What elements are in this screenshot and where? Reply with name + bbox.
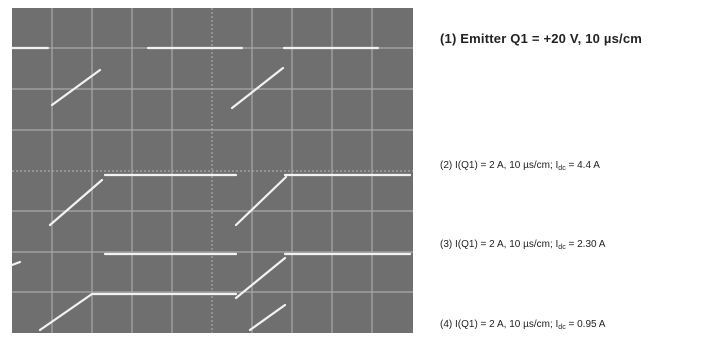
caption-text: = 2.30 A [566,239,606,250]
oscilloscope-screen [0,0,420,339]
caption-subscript: dc [558,324,565,331]
caption-subscript: dc [558,165,565,172]
caption-text: (2) I(Q1) = 2 A, 10 µs/cm; I [440,160,558,171]
caption: (2) I(Q1) = 2 A, 10 µs/cm; Idc = 4.4 A [440,160,600,172]
caption: (1) Emitter Q1 = +20 V, 10 µs/cm [440,31,642,46]
caption: (4) I(Q1) = 2 A, 10 µs/cm; Idc = 0.95 A [440,319,605,331]
caption-text: = 0.95 A [566,319,606,330]
caption-text: (4) I(Q1) = 2 A, 10 µs/cm; I [440,319,558,330]
caption: (3) I(Q1) = 2 A, 10 µs/cm; Idc = 2.30 A [440,239,605,251]
caption-text: (1) Emitter Q1 = +20 V, 10 µs/cm [440,31,642,46]
caption-subscript: dc [558,244,565,251]
page: {"captions": [ {"text": "(1) Emitter Q1 … [0,0,713,339]
caption-text: = 4.4 A [566,160,600,171]
caption-text: (3) I(Q1) = 2 A, 10 µs/cm; I [440,239,558,250]
